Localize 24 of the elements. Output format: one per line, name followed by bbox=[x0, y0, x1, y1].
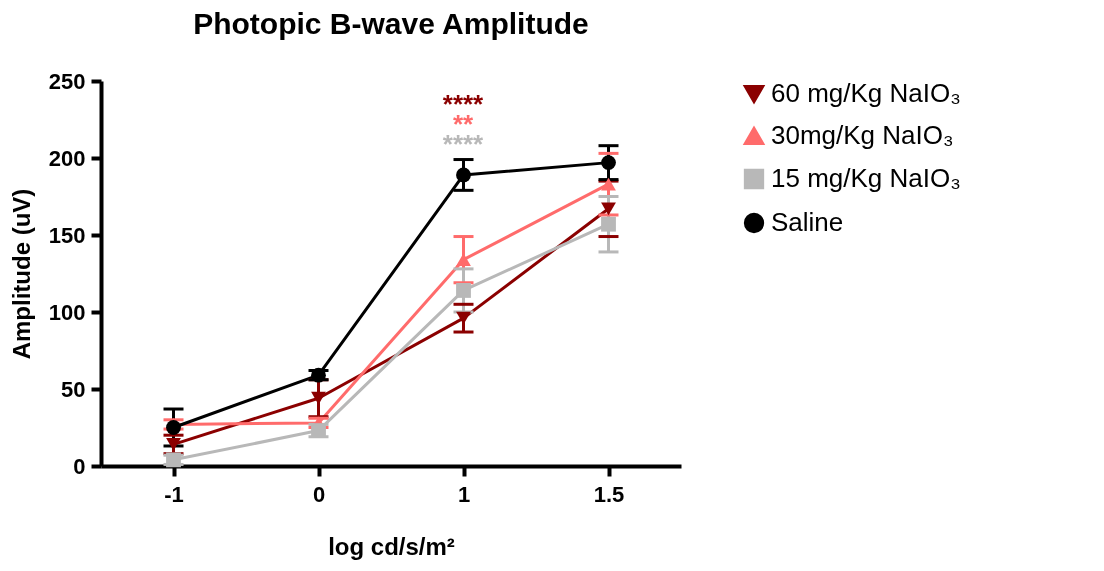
point bbox=[456, 167, 471, 183]
legend-label: Saline bbox=[771, 207, 844, 237]
legend-label: 60 mg/Kg NaIO₃ bbox=[771, 78, 961, 108]
y-tick-label: 250 bbox=[48, 68, 86, 94]
point bbox=[456, 283, 471, 298]
y-tick-label: 100 bbox=[48, 299, 86, 325]
x-tick-label: 0 bbox=[312, 481, 326, 507]
x-tick-label: 1 bbox=[457, 481, 471, 507]
legend-label: 30mg/Kg NaIO₃ bbox=[771, 120, 954, 150]
point bbox=[601, 202, 616, 216]
legend-label: 15 mg/Kg NaIO₃ bbox=[771, 163, 961, 193]
point bbox=[601, 155, 616, 171]
y-axis-title: Amplitude (uV) bbox=[7, 188, 35, 360]
y-tick-label: 150 bbox=[48, 222, 86, 248]
point bbox=[601, 177, 616, 191]
point bbox=[601, 216, 616, 232]
y-tick-label: 50 bbox=[61, 376, 86, 402]
chart-title: Photopic B-wave Amplitude bbox=[193, 7, 589, 40]
y-tick-label: 200 bbox=[48, 145, 86, 171]
y-tick-label: 0 bbox=[73, 453, 86, 479]
x-tick-label: -1 bbox=[164, 481, 184, 507]
x-axis-title: log cd/s/m² bbox=[328, 532, 455, 560]
point bbox=[166, 420, 181, 435]
x-tick-label: 1.5 bbox=[593, 481, 625, 507]
